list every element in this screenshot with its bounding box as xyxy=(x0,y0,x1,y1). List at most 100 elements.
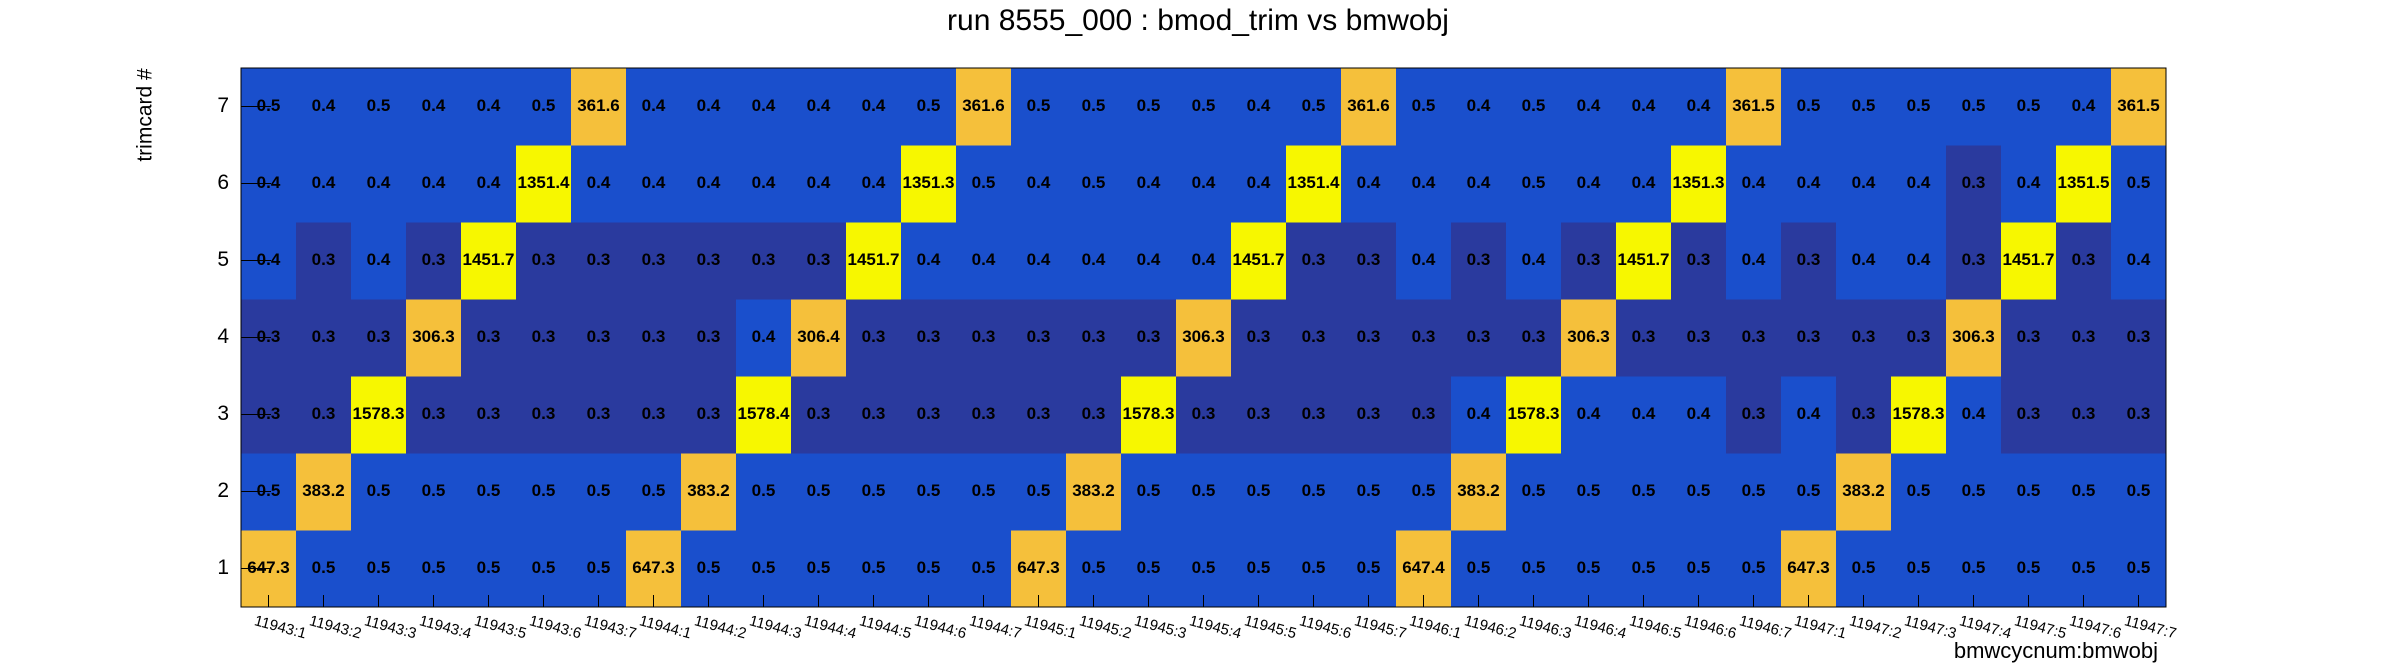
cell-label: 0.5 xyxy=(917,558,941,577)
cell-label: 0.5 xyxy=(1302,481,1326,500)
heatmap-cell xyxy=(1286,299,1342,377)
heatmap-cell xyxy=(1506,68,1562,146)
heatmap-cell xyxy=(681,376,737,454)
cell-label: 1451.7 xyxy=(2003,250,2055,269)
heatmap-cell xyxy=(351,68,407,146)
heatmap-cell xyxy=(1726,299,1782,377)
cell-label: 0.4 xyxy=(1247,173,1271,192)
heatmap-cell xyxy=(406,453,462,531)
cell-label: 0.5 xyxy=(1742,481,1766,500)
heatmap-cell xyxy=(1341,530,1397,608)
cell-label: 0.5 xyxy=(1137,558,1161,577)
cell-label: 1578.3 xyxy=(353,404,405,423)
cell-label: 0.3 xyxy=(752,250,776,269)
cell-label: 0.5 xyxy=(587,481,611,500)
heatmap-cell xyxy=(846,299,902,377)
heatmap-cell xyxy=(1066,222,1122,300)
heatmap-cell xyxy=(626,376,682,454)
heatmap-cell xyxy=(351,299,407,377)
heatmap-cell xyxy=(1396,68,1452,146)
heatmap-cell xyxy=(681,453,737,531)
cell-label: 0.3 xyxy=(642,404,666,423)
cell-label: 0.5 xyxy=(1522,558,1546,577)
cell-label: 0.5 xyxy=(1907,481,1931,500)
cell-label: 0.5 xyxy=(1027,481,1051,500)
cell-label: 0.5 xyxy=(477,558,501,577)
x-tick-label: 11944:1 xyxy=(637,612,693,642)
cell-label: 0.3 xyxy=(1742,327,1766,346)
cell-label: 0.4 xyxy=(1192,250,1216,269)
heatmap-cell xyxy=(1726,453,1782,531)
cell-label: 0.3 xyxy=(2017,404,2041,423)
cell-label: 0.5 xyxy=(422,558,446,577)
x-tick-label: 11944:6 xyxy=(912,612,968,642)
cell-label: 1578.3 xyxy=(1123,404,1175,423)
cell-label: 0.5 xyxy=(2072,481,2096,500)
cell-label: 1351.5 xyxy=(2058,173,2110,192)
heatmap-cell xyxy=(1506,376,1562,454)
heatmap-cell xyxy=(1671,68,1727,146)
cell-label: 0.3 xyxy=(1852,327,1876,346)
cell-label: 0.3 xyxy=(477,404,501,423)
cell-label: 0.4 xyxy=(697,96,721,115)
cell-label: 0.5 xyxy=(1137,96,1161,115)
cell-label: 0.5 xyxy=(1137,481,1161,500)
cell-label: 0.5 xyxy=(1962,96,1986,115)
heatmap-cell xyxy=(1011,145,1067,223)
heatmap-cell xyxy=(1451,222,1507,300)
heatmap-cell xyxy=(2111,376,2167,454)
x-tick-label: 11946:6 xyxy=(1682,612,1738,642)
cell-label: 0.4 xyxy=(1082,250,1106,269)
heatmap-cell xyxy=(1726,530,1782,608)
heatmap-cell xyxy=(1946,376,2002,454)
cell-label: 0.5 xyxy=(1467,558,1491,577)
cell-label: 383.2 xyxy=(1457,481,1500,500)
cell-label: 383.2 xyxy=(302,481,345,500)
cell-label: 0.3 xyxy=(532,327,556,346)
cell-label: 0.5 xyxy=(532,481,556,500)
heatmap-cell xyxy=(351,376,407,454)
x-tick-label: 11946:3 xyxy=(1517,612,1573,642)
cell-label: 0.3 xyxy=(2072,327,2096,346)
heatmap-cell xyxy=(1616,376,1672,454)
cell-label: 1451.7 xyxy=(1618,250,1670,269)
x-tick-label: 11944:5 xyxy=(857,612,913,642)
cell-label: 0.4 xyxy=(1797,404,1821,423)
cell-label: 0.4 xyxy=(1577,173,1601,192)
x-tick-label: 11943:7 xyxy=(582,612,638,642)
heatmap-cell xyxy=(1726,222,1782,300)
heatmap-cell xyxy=(791,299,847,377)
cell-label: 1578.4 xyxy=(738,404,791,423)
heatmap-cell xyxy=(516,376,572,454)
heatmap-cell xyxy=(516,530,572,608)
cell-label: 647.3 xyxy=(632,558,675,577)
heatmap-cell xyxy=(1891,299,1947,377)
heatmap-cell xyxy=(626,453,682,531)
heatmap-cell xyxy=(1396,530,1452,608)
cell-label: 0.4 xyxy=(1192,173,1216,192)
cell-label: 0.5 xyxy=(1907,558,1931,577)
cell-label: 0.4 xyxy=(1467,173,1491,192)
heatmap-cell xyxy=(516,453,572,531)
cell-label: 0.4 xyxy=(367,173,391,192)
cell-label: 0.4 xyxy=(422,173,446,192)
heatmap-cell xyxy=(1066,453,1122,531)
x-tick-label: 11945:1 xyxy=(1022,612,1078,642)
y-axis-title: trimcard # xyxy=(134,68,157,162)
cell-label: 0.4 xyxy=(1962,404,1986,423)
heatmap-cell xyxy=(1121,530,1177,608)
cell-label: 0.3 xyxy=(422,250,446,269)
heatmap-cell xyxy=(1561,376,1617,454)
heatmap-cell xyxy=(1231,145,1287,223)
heatmap-cell xyxy=(1836,222,1892,300)
cell-label: 0.5 xyxy=(1302,558,1326,577)
heatmap-cell xyxy=(296,530,352,608)
heatmap-cell xyxy=(791,453,847,531)
cell-label: 306.3 xyxy=(1952,327,1995,346)
cell-label: 0.3 xyxy=(1962,173,1986,192)
heatmap-cell xyxy=(2056,376,2112,454)
heatmap-cell xyxy=(1341,222,1397,300)
heatmap-cell xyxy=(1506,222,1562,300)
heatmap-cell xyxy=(1231,299,1287,377)
heatmap-cell xyxy=(1176,453,1232,531)
